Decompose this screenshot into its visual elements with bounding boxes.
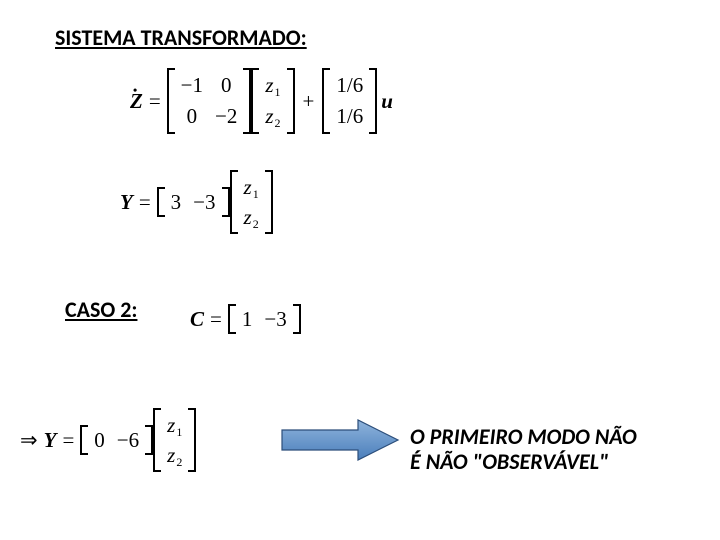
Y-symbol: Y: [44, 428, 57, 453]
bracket-left: [251, 68, 259, 134]
bracket-right: [222, 187, 230, 217]
input-u: u: [381, 89, 393, 114]
row-C2: 1 −3: [236, 306, 293, 332]
equation-C: C = 1 −3: [190, 304, 301, 334]
equation-output: Y = 3 −3 z1 z2: [120, 170, 273, 234]
bracket-left: [322, 68, 330, 134]
matrix-A-col2: 0 −2: [209, 70, 243, 132]
bracket-left: [228, 304, 236, 334]
bracket-right: [287, 68, 295, 134]
bracket-right: [243, 68, 251, 134]
conclusion-line1: O PRIMEIRO MODO NÃO: [410, 424, 637, 449]
arrow-icon: [280, 418, 400, 462]
bracket-right: [293, 304, 301, 334]
bracket-left: [80, 425, 88, 455]
equation-state: • Z = −1 0 0 −2 z1 z2 + 1/6: [130, 68, 393, 134]
plus-sign: +: [303, 89, 315, 114]
bracket-right: [145, 425, 153, 455]
slide: SISTEMA TRANSFORMADO: • Z = −1 0 0 −2 z1…: [0, 0, 720, 540]
vector-z: z1 z2: [161, 410, 188, 470]
bracket-left: [153, 408, 161, 472]
vector-z: z1 z2: [238, 172, 265, 232]
equals-sign: =: [149, 89, 161, 114]
equals-sign: =: [139, 190, 151, 215]
equation-result: ⇒ Y = 0 −6 z1 z2: [20, 408, 196, 472]
bracket-right: [369, 68, 377, 134]
conclusion-line2: É NÃO "OBSERVÁVEL": [410, 449, 637, 474]
vector-z: z1 z2: [259, 70, 286, 132]
conclusion-text: O PRIMEIRO MODO NÃO É NÃO "OBSERVÁVEL": [410, 424, 637, 475]
row-C: 3 −3: [165, 189, 222, 215]
implies-symbol: ⇒: [20, 428, 38, 453]
C-symbol: C: [190, 307, 204, 332]
bracket-left: [157, 187, 165, 217]
row-result: 0 −6: [88, 427, 145, 453]
vector-B: 1/6 1/6: [330, 70, 369, 132]
Y-symbol: Y: [120, 190, 133, 215]
equals-sign: =: [210, 307, 222, 332]
matrix-A-col1: −1 0: [175, 70, 209, 132]
heading-sistema-transformado: SISTEMA TRANSFORMADO:: [55, 24, 307, 51]
z-dot-symbol: • Z: [130, 89, 143, 114]
heading-caso-2: CASO 2:: [65, 296, 137, 323]
bracket-right: [188, 408, 196, 472]
bracket-left: [167, 68, 175, 134]
bracket-right: [265, 170, 273, 234]
equals-sign: =: [62, 428, 74, 453]
bracket-left: [230, 170, 238, 234]
